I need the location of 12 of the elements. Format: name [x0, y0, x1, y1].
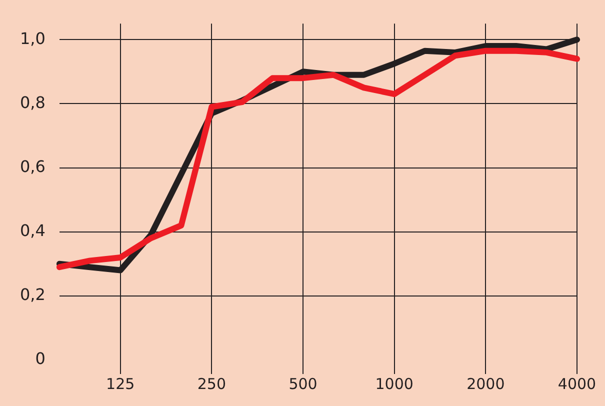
x-tick-label: 2000	[466, 374, 505, 393]
y-tick-label: 0,6	[20, 156, 46, 176]
y-tick-label: 0,8	[20, 92, 46, 112]
y-tick-label: 1,0	[20, 28, 46, 48]
y-tick-label: 0	[35, 349, 46, 368]
y-tick-label: 0,4	[20, 221, 46, 240]
x-tick-label: 500	[288, 374, 318, 393]
x-tick-label: 250	[197, 374, 226, 393]
x-tick-label: 4000	[558, 374, 596, 393]
x-tick-label: 125	[106, 374, 135, 393]
y-tick-label: 0,2	[20, 285, 46, 304]
x-tick-label: 1000	[375, 374, 414, 393]
